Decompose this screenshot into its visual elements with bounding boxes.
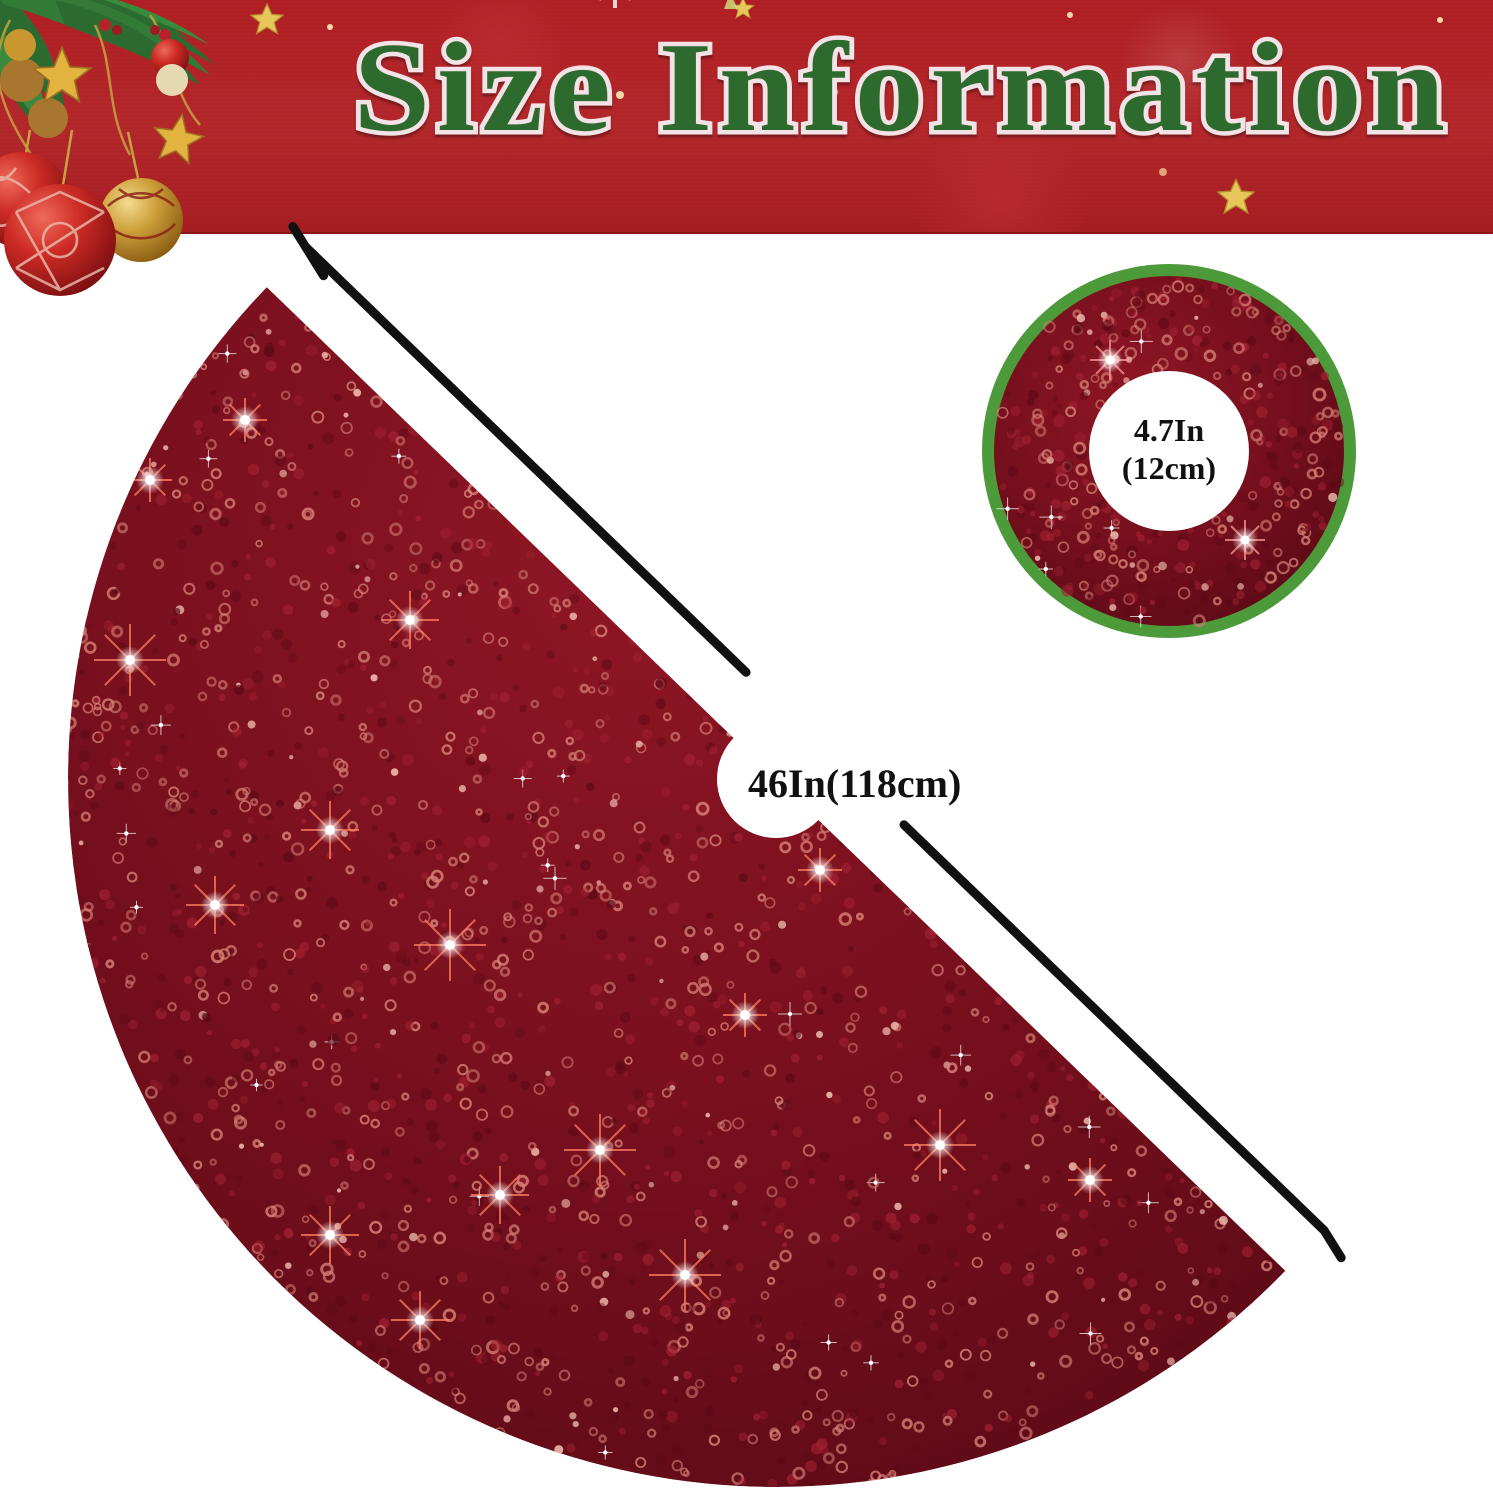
svg-text:4.7In: 4.7In bbox=[1134, 412, 1204, 448]
svg-text:46In(118cm): 46In(118cm) bbox=[748, 761, 961, 806]
svg-text:(12cm): (12cm) bbox=[1122, 450, 1216, 486]
